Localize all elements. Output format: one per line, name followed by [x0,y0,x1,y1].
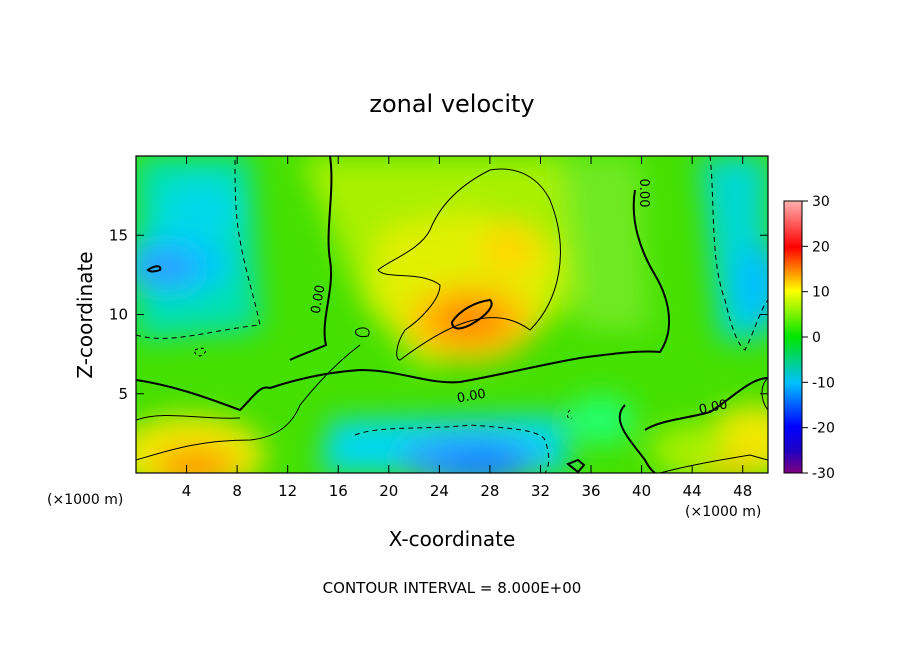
x-tick-label: 8 [232,482,242,500]
colorbar-tick-label: 10 [812,285,830,301]
colorbar-tick-label: 20 [812,239,830,255]
colorbar-tick-label: -30 [812,466,835,482]
colorbar-tick-label: 30 [812,194,830,210]
y-tick-label: 10 [109,306,128,324]
y-tick-label: 15 [109,226,128,244]
y-tick-label: 5 [118,385,128,403]
x-unit-left: (×1000 m) [47,492,123,508]
x-tick-label: 4 [182,482,192,500]
x-tick-label: 44 [683,482,702,500]
x-tick-label: 12 [278,482,297,500]
contour-label: 0.00 [636,179,651,208]
colorbar [784,201,802,473]
x-axis-label: X-coordinate [389,527,516,551]
x-tick-label: 40 [632,482,651,500]
colorbar-tick-label: 0 [812,330,821,346]
x-tick-label: 32 [531,482,550,500]
heatmap-field: 0.00 0.00 0.00 0.00 [115,156,805,495]
x-tick-label: 28 [480,482,499,500]
x-tick-label: 16 [329,482,348,500]
y-axis-label: Z-coordinate [73,251,97,378]
x-tick-label: 48 [733,482,752,500]
x-tick-label: 36 [581,482,600,500]
contour-interval-note: CONTOUR INTERVAL = 8.000E+00 [323,579,582,597]
chart-title: zonal velocity [369,90,534,118]
colorbar-tick-label: -10 [812,375,835,391]
x-tick-label: 20 [379,482,398,500]
colorbar-ticks: 30 20 10 0 -10 -20 -30 [802,194,835,482]
x-unit-right: (×1000 m) [685,504,761,520]
chart-svg: zonal velocity [0,0,904,654]
colorbar-tick-label: -20 [812,421,835,437]
x-tick-label: 24 [430,482,449,500]
